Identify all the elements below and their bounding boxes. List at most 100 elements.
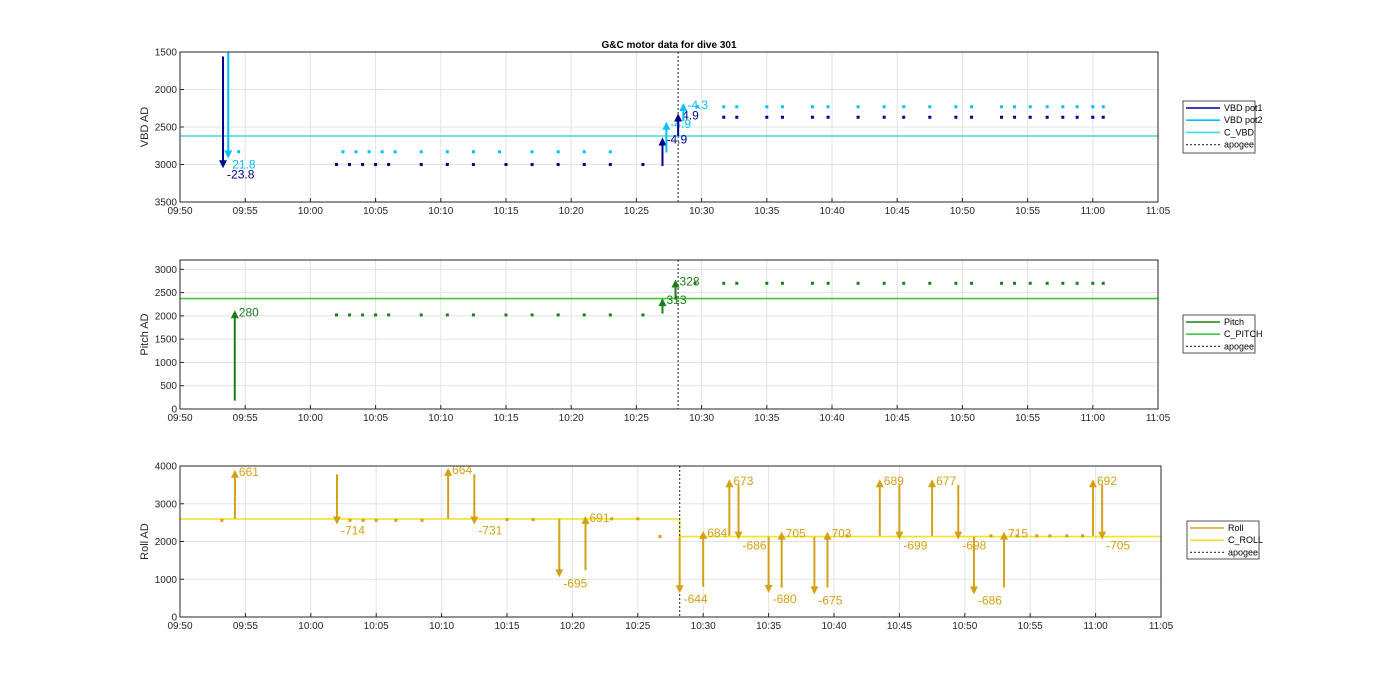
x-tick-label: 10:35	[756, 621, 781, 632]
data-point	[989, 534, 993, 538]
data-point	[845, 534, 849, 538]
data-point	[530, 163, 534, 166]
data-point	[1101, 115, 1105, 119]
data-point	[970, 115, 974, 119]
legend-entry: apogee	[1224, 341, 1254, 351]
data-point	[826, 115, 830, 119]
move-arrow-head	[875, 479, 884, 488]
data-point	[696, 105, 700, 109]
data-point	[497, 150, 501, 154]
y-tick-label: 2000	[155, 537, 178, 548]
move-label: -705	[1106, 539, 1130, 553]
x-tick-label: 09:50	[167, 413, 192, 424]
move-arrow-head	[658, 298, 667, 307]
move-arrow-head	[470, 516, 479, 525]
data-point	[810, 281, 814, 285]
data-point	[722, 105, 726, 109]
data-point	[237, 150, 241, 154]
y-tick-label: 1000	[155, 575, 178, 586]
data-point	[882, 115, 886, 119]
x-tick-label: 10:10	[429, 621, 454, 632]
chart-panel-1: -23.821.8-4.9-4.94.9-4.309:50 09:55 10:00 1…	[139, 48, 1263, 218]
legend-entry: apogee	[1228, 547, 1258, 557]
data-point	[387, 313, 391, 317]
data-point	[334, 163, 338, 166]
data-point	[1075, 281, 1079, 285]
data-point	[374, 163, 378, 166]
data-point	[780, 115, 784, 119]
move-arrow-head	[725, 479, 734, 488]
data-point	[471, 163, 475, 166]
y-tick-label: 1500	[155, 335, 178, 346]
x-tick-label: 10:45	[885, 206, 910, 217]
y-axis-label: Pitch AD	[139, 313, 151, 355]
move-label: 4.9	[682, 109, 699, 123]
move-arrow-head	[332, 516, 341, 525]
move-arrow-head	[1098, 531, 1107, 540]
data-point	[1075, 105, 1079, 109]
data-point	[1000, 281, 1004, 285]
data-point	[445, 163, 449, 166]
data-point	[928, 281, 932, 285]
data-point	[608, 313, 612, 317]
move-arrow-head	[777, 531, 786, 540]
data-point	[394, 518, 398, 522]
x-tick-label: 11:05	[1149, 621, 1174, 632]
move-label: -23.8	[227, 167, 255, 181]
data-point	[1000, 105, 1004, 109]
data-point	[1061, 105, 1065, 109]
x-tick-label: 10:35	[754, 413, 779, 424]
x-tick-label: 10:00	[298, 413, 323, 424]
y-tick-label: 2500	[155, 288, 178, 299]
data-point	[1028, 281, 1032, 285]
move-arrow-head	[675, 585, 684, 594]
y-tick-label: 2500	[155, 123, 178, 134]
data-point	[810, 105, 814, 109]
x-tick-label: 10:10	[428, 206, 453, 217]
data-point	[1013, 105, 1017, 109]
move-label: -686	[978, 593, 1002, 607]
legend-entry: Roll	[1228, 523, 1244, 533]
data-point	[1048, 534, 1052, 538]
data-point	[1045, 105, 1049, 109]
x-tick-label: 10:30	[691, 621, 716, 632]
legend-entry: VBD pot2	[1224, 115, 1263, 125]
legend-entry: C_PITCH	[1224, 329, 1263, 339]
x-tick-label: 10:40	[819, 206, 844, 217]
chart-title: G&C motor data for dive 301	[601, 40, 736, 51]
y-tick-label: 0	[171, 613, 177, 624]
data-point	[826, 105, 830, 109]
move-arrow-head	[674, 113, 683, 122]
data-point	[780, 281, 784, 285]
data-point	[765, 105, 769, 109]
data-point	[445, 150, 449, 154]
data-point	[556, 313, 560, 317]
x-tick-label: 10:15	[494, 621, 519, 632]
y-tick-label: 4000	[155, 462, 178, 473]
x-tick-label: 10:50	[950, 206, 975, 217]
x-tick-label: 10:40	[821, 621, 846, 632]
move-arrow-head	[555, 569, 564, 578]
move-arrow-head	[671, 279, 680, 288]
data-point	[1013, 115, 1017, 119]
move-arrow-head	[219, 160, 228, 169]
data-point	[722, 115, 726, 119]
data-point	[856, 281, 860, 285]
data-point	[504, 163, 508, 166]
data-point	[970, 105, 974, 109]
move-label: 664	[452, 463, 472, 477]
y-tick-label: 3500	[155, 198, 178, 209]
x-tick-label: 10:55	[1018, 621, 1043, 632]
move-arrow-head	[581, 515, 590, 524]
data-point	[1065, 534, 1069, 538]
data-point	[954, 281, 958, 285]
data-point	[530, 313, 534, 317]
y-tick-label: 500	[160, 381, 177, 392]
x-tick-label: 10:25	[624, 413, 649, 424]
move-label: 21.8	[232, 158, 256, 172]
move-arrow-head	[810, 586, 819, 595]
x-tick-label: 10:55	[1015, 206, 1040, 217]
x-tick-label: 10:50	[952, 621, 977, 632]
move-label: -675	[818, 593, 842, 607]
